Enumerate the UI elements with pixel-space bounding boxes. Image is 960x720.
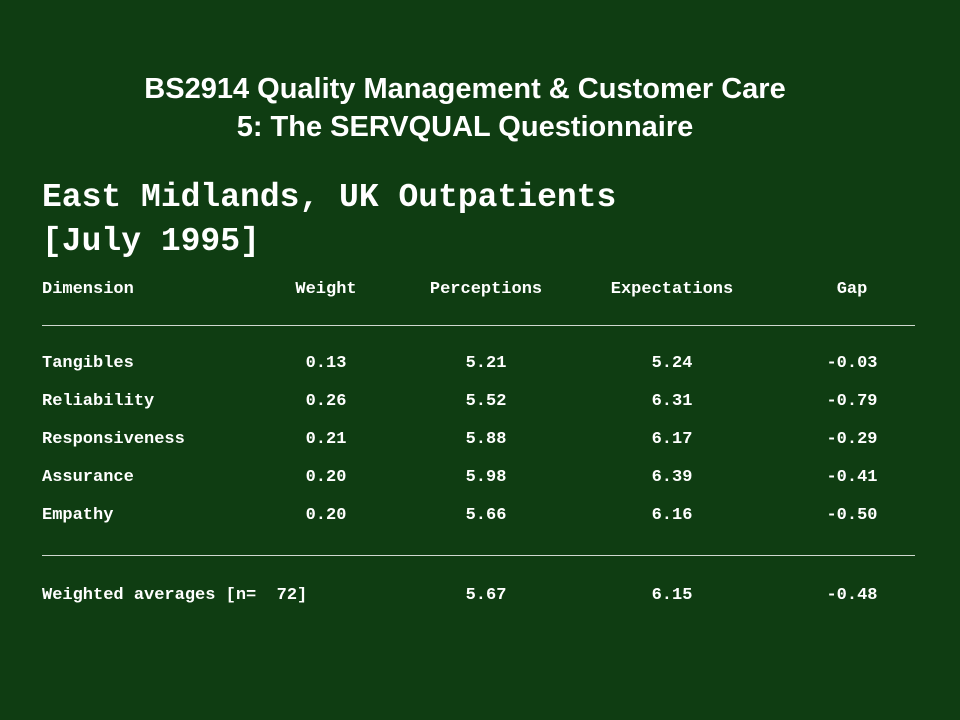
table-row: Empathy 0.20 5.66 6.16 -0.50 — [42, 502, 915, 540]
row-dimension: Assurance — [42, 468, 134, 487]
row-weight: 0.20 — [305, 506, 347, 525]
summary-expectations: 6.15 — [651, 586, 693, 605]
row-perceptions: 5.88 — [465, 430, 507, 449]
summary-divider — [42, 555, 915, 556]
table-row: Assurance 0.20 5.98 6.39 -0.41 — [42, 464, 915, 502]
summary-perceptions: 5.67 — [465, 586, 507, 605]
header-divider — [42, 325, 915, 326]
row-expectations: 6.31 — [651, 392, 693, 411]
table-row: Reliability 0.26 5.52 6.31 -0.79 — [42, 388, 915, 426]
slide-subtitle: East Midlands, UK Outpatients [July 1995… — [42, 176, 616, 264]
lecture-title: 5: The SERVQUAL Questionnaire — [236, 111, 694, 143]
summary-row: Weighted averages [n= 72] 5.67 6.15 -0.4… — [42, 582, 915, 610]
subtitle-date: [July 1995] — [42, 223, 260, 260]
servqual-table: Dimension Weight Perceptions Expectation… — [42, 276, 915, 304]
row-gap: -0.03 — [826, 354, 878, 373]
header-dimension: Dimension — [42, 280, 134, 299]
row-gap: -0.50 — [826, 506, 878, 525]
slide-title: BS2914 Quality Management & Customer Car… — [0, 70, 930, 146]
subtitle-location: East Midlands, UK Outpatients — [42, 179, 617, 216]
row-weight: 0.26 — [305, 392, 347, 411]
summary-label: Weighted averages [n= 72] — [42, 586, 308, 605]
row-perceptions: 5.66 — [465, 506, 507, 525]
row-gap: -0.79 — [826, 392, 878, 411]
row-gap: -0.29 — [826, 430, 878, 449]
row-weight: 0.13 — [305, 354, 347, 373]
row-expectations: 6.39 — [651, 468, 693, 487]
row-gap: -0.41 — [826, 468, 878, 487]
row-dimension: Responsiveness — [42, 430, 185, 449]
row-dimension: Empathy — [42, 506, 114, 525]
table-row: Responsiveness 0.21 5.88 6.17 -0.29 — [42, 426, 915, 464]
row-expectations: 6.17 — [651, 430, 693, 449]
table-row: Tangibles 0.13 5.21 5.24 -0.03 — [42, 350, 915, 388]
row-perceptions: 5.98 — [465, 468, 507, 487]
row-expectations: 5.24 — [651, 354, 693, 373]
header-expectations: Expectations — [610, 280, 734, 299]
row-perceptions: 5.52 — [465, 392, 507, 411]
header-weight: Weight — [295, 280, 357, 299]
row-expectations: 6.16 — [651, 506, 693, 525]
row-dimension: Tangibles — [42, 354, 134, 373]
header-gap: Gap — [836, 280, 868, 299]
row-perceptions: 5.21 — [465, 354, 507, 373]
header-perceptions: Perceptions — [429, 280, 543, 299]
table-body: Tangibles 0.13 5.21 5.24 -0.03 Reliabili… — [42, 350, 915, 540]
table-header-row: Dimension Weight Perceptions Expectation… — [42, 276, 915, 304]
course-title: BS2914 Quality Management & Customer Car… — [144, 73, 786, 105]
row-dimension: Reliability — [42, 392, 155, 411]
row-weight: 0.21 — [305, 430, 347, 449]
summary-section: Weighted averages [n= 72] 5.67 6.15 -0.4… — [42, 582, 915, 610]
row-weight: 0.20 — [305, 468, 347, 487]
summary-gap: -0.48 — [826, 586, 878, 605]
